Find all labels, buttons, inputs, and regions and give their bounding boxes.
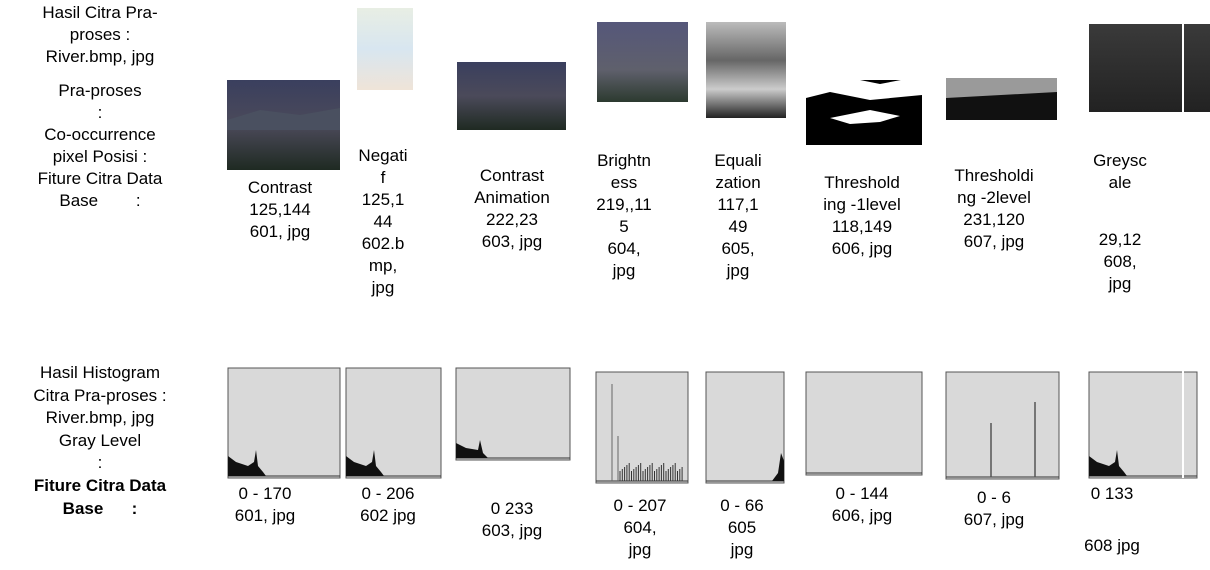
text-line: jpg: [629, 539, 652, 561]
text-line: 605,: [721, 238, 754, 260]
text-line: Contrast: [248, 177, 312, 199]
histogram-panel: [596, 372, 688, 483]
text-line: 29,12: [1099, 229, 1142, 251]
text-line: 231,120: [963, 209, 1024, 231]
text-line: ing -1level: [823, 194, 901, 216]
text-line: 603, jpg: [482, 520, 543, 542]
text-line: 607, jpg: [964, 231, 1025, 253]
text-line: 601, jpg: [250, 221, 311, 243]
image-detail: [946, 60, 1057, 78]
text-line: Pra-proses: [58, 80, 141, 102]
text-line: 219,,11: [596, 194, 651, 216]
text-line: Equali: [714, 150, 761, 172]
text-line: 49: [729, 216, 748, 238]
page: (() => { const data = JSON.parse(documen…: [0, 0, 1210, 570]
text-line: Co-occurrence: [44, 124, 156, 146]
text-line: mp,: [369, 255, 397, 277]
text-line: 0 - 206: [362, 483, 415, 505]
text-line: jpg: [613, 260, 636, 282]
text-line: Hasil Histogram: [40, 362, 160, 384]
text-line: jpg: [731, 539, 754, 561]
text-line: proses :: [70, 24, 130, 46]
text-line: 607, jpg: [964, 509, 1025, 531]
image-negative: [357, 8, 413, 90]
histogram-panel: [456, 368, 570, 460]
text-line: 601, jpg: [235, 505, 296, 527]
histogram-panel: [346, 368, 441, 478]
text-line: 602.b: [362, 233, 405, 255]
text-line: Gray Level: [59, 430, 141, 452]
text-line: 602 jpg: [360, 505, 416, 527]
text-line: 606, jpg: [832, 238, 893, 260]
text-line: 608 jpg: [1084, 535, 1140, 557]
text-line: Base :: [63, 498, 138, 520]
image-greyscale: [1089, 24, 1210, 112]
text-line: Hasil Citra Pra-: [42, 2, 157, 24]
text-line: f: [381, 167, 386, 189]
text-line: Fiture Citra Data: [34, 475, 166, 497]
image-divider: [1182, 24, 1184, 112]
text-line: 0 - 207: [614, 495, 667, 517]
text-line: River.bmp, jpg: [46, 407, 155, 429]
text-line: 603, jpg: [482, 231, 543, 253]
text-line: 0 133: [1091, 483, 1134, 505]
histogram-panel: [706, 372, 784, 483]
histogram-panel: [1089, 372, 1197, 478]
text-line: Threshold: [824, 172, 900, 194]
text-line: :: [98, 452, 103, 474]
image-equalization: [706, 22, 786, 118]
text-line: 222,23: [486, 209, 538, 231]
text-line: Greysc: [1093, 150, 1147, 172]
text-line: 0 - 144: [836, 483, 889, 505]
image-contrast-animation: [457, 62, 566, 130]
text-line: 0 - 66: [720, 495, 763, 517]
text-line: Base :: [59, 190, 140, 212]
text-line: 0 233: [491, 498, 534, 520]
text-line: ale: [1109, 172, 1132, 194]
text-line: Negati: [358, 145, 407, 167]
text-line: Thresholdi: [954, 165, 1033, 187]
text-line: ess: [611, 172, 637, 194]
text-line: Animation: [474, 187, 550, 209]
histogram-panel: [806, 372, 922, 475]
text-line: 5: [619, 216, 628, 238]
figure: [0, 0, 1210, 570]
histogram-panel: [946, 372, 1059, 479]
text-line: 605: [728, 517, 756, 539]
text-line: :: [98, 102, 103, 124]
text-line: jpg: [1109, 273, 1132, 295]
text-line: 118,149: [832, 216, 892, 238]
text-line: 125,1: [362, 189, 405, 211]
text-line: jpg: [727, 260, 750, 282]
text-line: Brightn: [597, 150, 651, 172]
histograms: [228, 368, 1197, 483]
text-line: River.bmp, jpg: [46, 46, 155, 68]
text-line: Fiture Citra Data: [38, 168, 163, 190]
text-line: 604,: [607, 238, 640, 260]
text-line: pixel Posisi :: [53, 146, 147, 168]
image-brightness: [597, 22, 688, 102]
text-line: 44: [374, 211, 393, 233]
text-line: 604,: [623, 517, 656, 539]
histogram-divider: [1182, 370, 1184, 478]
text-line: zation: [715, 172, 760, 194]
text-line: 0 - 6: [977, 487, 1011, 509]
text-line: jpg: [372, 277, 395, 299]
text-line: 117,1: [717, 194, 758, 216]
text-line: ng -2level: [957, 187, 1031, 209]
text-line: 0 - 170: [239, 483, 292, 505]
text-line: Contrast: [480, 165, 544, 187]
text-line: 125,144: [249, 199, 310, 221]
text-line: 606, jpg: [832, 505, 893, 527]
text-line: Citra Pra-proses :: [33, 385, 166, 407]
text-line: 608,: [1103, 251, 1136, 273]
histogram-panel: [228, 368, 340, 478]
